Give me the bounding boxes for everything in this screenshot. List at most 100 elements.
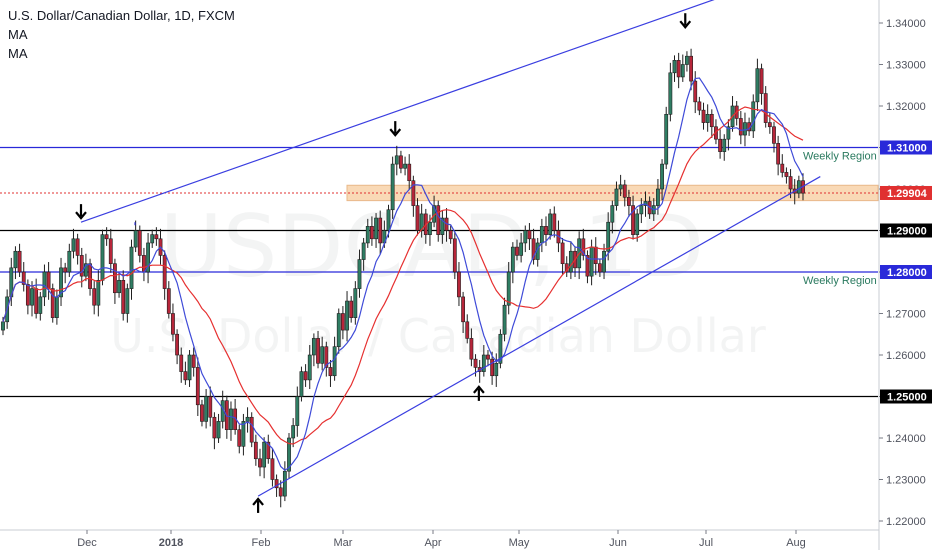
candle-body (399, 155, 403, 169)
candle (639, 198, 644, 224)
candle (403, 156, 407, 176)
candle (104, 227, 109, 246)
candle-body (88, 263, 92, 289)
candle (253, 434, 258, 466)
candle-body (357, 259, 362, 289)
candle-body (349, 300, 354, 318)
price-tick-label: 1.27000 (886, 309, 926, 321)
moving-average-slow[interactable] (2, 106, 804, 445)
arrow-head (389, 128, 402, 137)
candle (328, 359, 333, 387)
candle-body (67, 250, 72, 273)
candle (162, 250, 167, 300)
candle (361, 237, 366, 271)
channel-lower-trendline[interactable] (257, 176, 821, 497)
candle-body (353, 288, 358, 318)
watermark-symbol: USDCAD, 1D (160, 197, 704, 297)
candle-body (660, 163, 664, 190)
candle-body (104, 234, 109, 240)
time-axis[interactable]: Dec 2018 Feb Mar Apr May Jun Jul Aug (0, 529, 879, 549)
candle-body (291, 425, 296, 439)
candle-body (42, 271, 47, 298)
candle-body (79, 255, 84, 277)
candle (38, 291, 43, 321)
candle (527, 223, 532, 251)
candle (21, 262, 26, 292)
candle (457, 262, 461, 307)
candle-body (610, 205, 615, 223)
price-tick-label: 1.32000 (886, 101, 926, 113)
candle (96, 270, 101, 317)
candle-body (187, 354, 192, 381)
price-label-text: 1.28000 (887, 267, 927, 279)
candle (490, 351, 495, 385)
candle (581, 228, 586, 261)
price-axis[interactable]: 1.22000 1.23000 1.24000 1.25000 1.26000 1.270… (878, 0, 932, 550)
candle-body (539, 226, 544, 244)
candle-body (299, 371, 304, 397)
candle (722, 134, 727, 161)
candle (606, 212, 611, 261)
price-tick-label: 1.23000 (886, 475, 926, 487)
candle (249, 412, 254, 448)
candle-body (316, 338, 320, 364)
candle (374, 213, 378, 248)
candle (494, 353, 499, 387)
candle (738, 110, 743, 145)
candle-body (755, 68, 760, 103)
candle-body (656, 188, 660, 206)
candle-body (204, 396, 209, 422)
channel-upper-trendline[interactable] (80, 0, 801, 223)
candle (166, 281, 171, 319)
candle (71, 228, 76, 259)
candle (602, 243, 606, 280)
time-tick-label: Aug (786, 537, 806, 549)
candle (627, 189, 631, 217)
candle (92, 281, 97, 315)
candle-body (436, 205, 441, 235)
candle (295, 386, 300, 437)
candle (498, 329, 503, 369)
candle (519, 232, 524, 263)
up-arrow-icon (252, 497, 264, 513)
candle-body (751, 101, 756, 132)
ma-indicator-label[interactable]: MA (8, 27, 28, 42)
candle-body (457, 271, 461, 298)
candle (336, 308, 341, 354)
candle-body (606, 221, 611, 252)
candle (660, 159, 664, 201)
candle (755, 58, 760, 111)
candle (610, 200, 615, 234)
candle-body (328, 367, 333, 377)
ma-indicator-label[interactable]: MA (8, 46, 28, 61)
candle (30, 281, 34, 317)
candle-body (34, 288, 39, 314)
candle-body (672, 60, 677, 74)
candle (436, 200, 441, 242)
candle-body (386, 209, 391, 231)
candle-body (448, 230, 453, 240)
candle-body (701, 109, 706, 123)
candle-body (249, 416, 254, 443)
watermark: USDCAD, 1D U.S. Dollar / Canadian Dollar (110, 197, 766, 363)
candle-body (262, 441, 267, 468)
candle (469, 328, 474, 367)
candle (241, 413, 246, 456)
candle-body (788, 176, 793, 190)
candle-body (502, 304, 507, 335)
candle (763, 86, 768, 128)
up-arrow-icon (473, 385, 485, 401)
candle-body (212, 416, 217, 439)
candle-body (374, 217, 378, 240)
moving-average-fast[interactable] (2, 77, 804, 471)
candle-body (689, 55, 693, 82)
watermark-name: U.S. Dollar / Canadian Dollar (110, 309, 766, 363)
candle-body (593, 246, 598, 265)
candle (179, 347, 184, 383)
candle-body (780, 163, 785, 173)
candle (237, 424, 242, 454)
candle (672, 55, 677, 82)
candle (552, 206, 557, 238)
candle (597, 258, 602, 277)
